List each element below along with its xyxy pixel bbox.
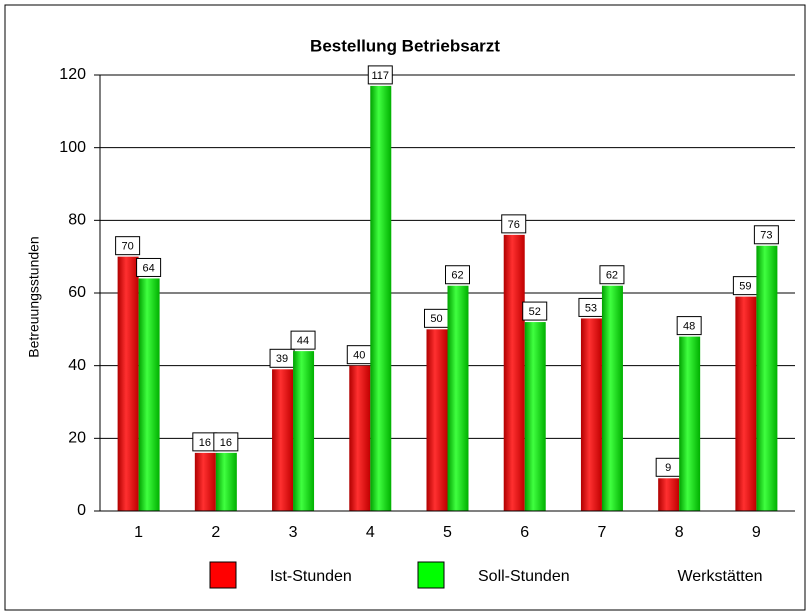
value-label: 50 — [430, 313, 442, 325]
value-label-box — [676, 316, 702, 336]
value-label-box — [290, 330, 316, 350]
bar — [117, 256, 139, 511]
bar — [272, 369, 294, 511]
value-label-box — [501, 214, 527, 234]
y-tick-label: 120 — [59, 66, 86, 83]
value-label: 64 — [142, 262, 154, 274]
y-tick-label: 40 — [68, 357, 86, 374]
y-tick-label: 20 — [68, 430, 86, 447]
value-label: 16 — [199, 437, 211, 449]
value-label: 48 — [683, 321, 695, 333]
bar — [679, 336, 701, 511]
x-tick-label: 9 — [752, 524, 761, 541]
value-label: 9 — [665, 462, 671, 474]
value-label: 59 — [739, 281, 751, 293]
value-label-box — [753, 225, 779, 245]
x-tick-label: 8 — [675, 524, 684, 541]
bar — [370, 85, 392, 512]
value-label: 16 — [220, 437, 232, 449]
value-label: 53 — [585, 302, 597, 314]
value-label: 73 — [760, 230, 772, 242]
y-tick-label: 100 — [59, 139, 86, 156]
value-label: 44 — [297, 335, 309, 347]
bar — [503, 234, 525, 511]
x-axis-label: Werkstätten — [677, 568, 762, 585]
chart-title: Bestellung Betriebsarzt — [310, 36, 500, 55]
value-label: 62 — [451, 270, 463, 282]
y-tick-label: 80 — [68, 212, 86, 229]
x-tick-label: 6 — [520, 524, 529, 541]
value-label: 39 — [276, 353, 288, 365]
value-label: 70 — [121, 241, 133, 253]
legend-label: Soll-Stunden — [478, 568, 570, 585]
x-tick-label: 7 — [597, 524, 606, 541]
bar — [138, 278, 160, 511]
value-label: 117 — [372, 70, 390, 82]
value-label-box — [522, 301, 548, 321]
y-tick-label: 60 — [68, 284, 86, 301]
bar — [426, 329, 448, 511]
value-label-box — [115, 236, 141, 256]
legend-swatch — [417, 561, 445, 589]
value-label: 40 — [353, 350, 365, 362]
value-label: 52 — [529, 306, 541, 318]
value-label-box — [445, 265, 470, 285]
value-label-box — [213, 432, 239, 452]
value-label-box — [599, 265, 625, 285]
bar — [735, 296, 757, 511]
y-axis-label: Betreuungsstunden — [26, 236, 42, 357]
bar — [293, 351, 315, 511]
bar — [447, 285, 469, 511]
x-tick-label: 5 — [443, 524, 452, 541]
bar — [524, 322, 546, 511]
x-tick-label: 4 — [366, 524, 375, 541]
y-tick-label: 0 — [77, 502, 86, 519]
bar — [349, 365, 371, 511]
value-label-box — [136, 257, 162, 277]
x-tick-label: 1 — [134, 524, 143, 541]
bar — [215, 452, 237, 511]
value-label: 62 — [606, 270, 618, 282]
legend-swatch — [209, 561, 237, 589]
legend-label: Ist-Stunden — [270, 568, 352, 585]
value-label-box — [367, 65, 393, 85]
x-tick-label: 2 — [211, 524, 220, 541]
bar — [601, 285, 623, 511]
bar — [756, 245, 778, 511]
x-tick-label: 3 — [289, 524, 298, 541]
bar — [194, 452, 216, 511]
bar — [658, 478, 680, 511]
value-label: 76 — [508, 219, 520, 231]
bar — [580, 318, 602, 511]
